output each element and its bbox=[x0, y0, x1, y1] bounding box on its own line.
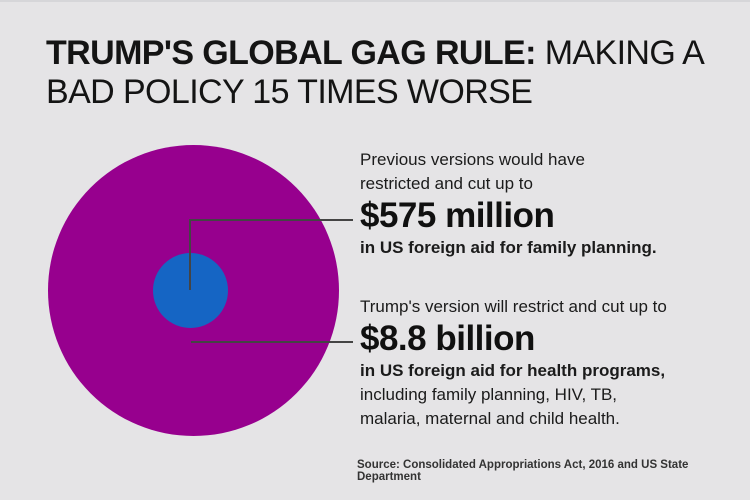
annotation-detail: malaria, maternal and child health. bbox=[360, 409, 620, 428]
annotation-intro: Previous versions would have bbox=[360, 150, 585, 169]
leader-line-small-circle-vertical bbox=[189, 220, 191, 290]
annotation-previous-versions: Previous versions would have restricted … bbox=[360, 148, 735, 260]
title-regular-text: MAKING A bbox=[544, 34, 705, 72]
amount-previous-versions: $575 million bbox=[360, 196, 555, 235]
leader-line-small-circle-horizontal bbox=[189, 219, 353, 221]
annotation-detail: in US foreign aid for family planning. bbox=[360, 238, 657, 257]
annotation-trump-version: Trump's version will restrict and cut up… bbox=[360, 295, 735, 431]
annotation-detail: in US foreign aid for health programs, bbox=[360, 361, 666, 380]
amount-trump-version: $8.8 billion bbox=[360, 319, 535, 358]
title-line-2: BAD POLICY 15 TIMES WORSE bbox=[46, 73, 533, 111]
annotation-intro: Trump's version will restrict and cut up… bbox=[360, 297, 667, 316]
source-note: Source: Consolidated Appropriations Act,… bbox=[357, 459, 689, 483]
page-title: TRUMP'S GLOBAL GAG RULE: MAKING A BAD PO… bbox=[46, 34, 726, 112]
annotation-intro: restricted and cut up to bbox=[360, 174, 533, 193]
title-line-1: TRUMP'S GLOBAL GAG RULE: MAKING A bbox=[46, 34, 726, 73]
leader-line-big-circle-horizontal bbox=[191, 341, 353, 343]
annotation-detail: including family planning, HIV, TB, bbox=[360, 385, 618, 404]
title-bold-text: TRUMP'S GLOBAL GAG RULE: bbox=[46, 34, 536, 72]
